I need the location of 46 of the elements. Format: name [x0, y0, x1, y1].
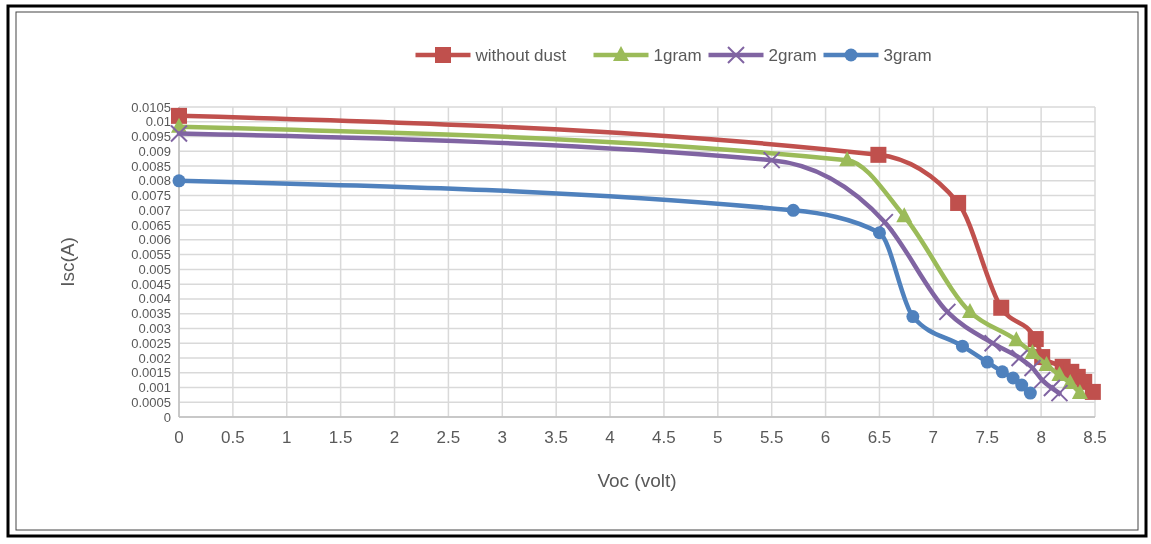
y-tick-label: 0.0095: [131, 129, 171, 145]
x-tick-label: 1: [282, 428, 292, 447]
y-tick-label: 0: [163, 409, 171, 425]
x-axis-title: Voc (volt): [597, 470, 677, 491]
x-tick-label: 2.5: [436, 428, 461, 447]
x-tick-label: 8.5: [1083, 428, 1107, 447]
y-tick-label: 0.0105: [131, 99, 171, 115]
y-tick-label: 0.0045: [131, 276, 171, 292]
y-axis-title: Isc(A): [57, 237, 78, 287]
x-tick-label: 8: [1036, 428, 1046, 447]
x-tick-label: 3: [497, 428, 508, 447]
y-tick-label: 0.0065: [131, 217, 171, 233]
y-tick-label: 0.004: [138, 291, 171, 307]
y-tick-label: 0.0055: [131, 247, 171, 263]
y-tick-label: 0.0085: [131, 158, 171, 174]
y-tick-label: 0.007: [138, 202, 171, 218]
x-tick-label: 4.5: [652, 428, 676, 447]
x-tick-label: 7.5: [975, 428, 1000, 447]
y-tick-label: 0.0015: [131, 365, 171, 381]
y-tick-label: 0.002: [138, 350, 171, 366]
y-tick-label: 0.01: [145, 114, 171, 130]
y-tick-label: 0.0075: [131, 188, 171, 204]
y-tick-label: 0.008: [138, 173, 171, 189]
y-tick-label: 0.001: [138, 380, 171, 396]
legend-label: 3gram: [883, 45, 932, 65]
legend-label: 1gram: [653, 45, 702, 65]
y-tick-label: 0.005: [138, 261, 171, 277]
x-tick-label: 5: [713, 428, 723, 447]
x-tick-label: 0.5: [221, 428, 245, 447]
x-tick-label: 7: [928, 428, 939, 447]
x-tick-label: 1.5: [328, 428, 353, 447]
legend-label: 2gram: [768, 45, 817, 65]
y-tick-label: 0.009: [138, 143, 171, 159]
x-tick-label: 3.5: [544, 428, 568, 447]
x-tick-label: 5.5: [759, 428, 784, 447]
y-tick-label: 0.0035: [131, 306, 171, 322]
y-tick-label: 0.003: [138, 320, 171, 336]
x-tick-label: 2: [389, 428, 400, 447]
legend-label: without dust: [474, 45, 567, 65]
y-tick-label: 0.0025: [131, 335, 171, 351]
x-tick-label: 0: [174, 428, 184, 447]
y-tick-label: 0.0005: [131, 394, 171, 410]
x-tick-label: 6.5: [867, 428, 892, 447]
y-tick-label: 0.006: [138, 232, 171, 248]
x-tick-label: 4: [605, 428, 615, 447]
x-tick-label: 6: [820, 428, 831, 447]
